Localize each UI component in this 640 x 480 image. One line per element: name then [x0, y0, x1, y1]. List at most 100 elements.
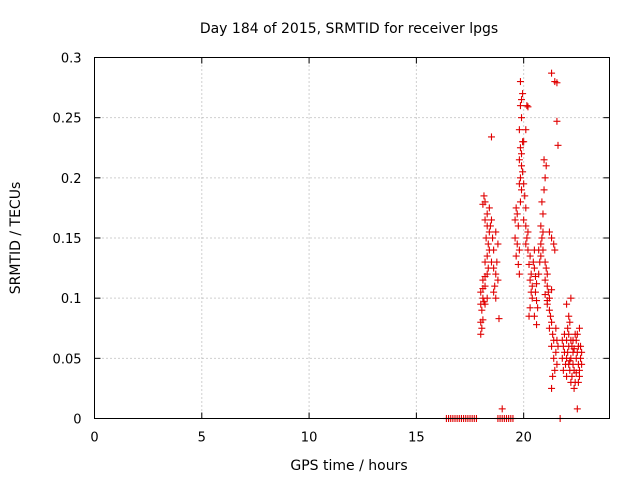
data-point [521, 192, 529, 200]
data-point [524, 246, 532, 254]
grid-lines [94, 57, 610, 419]
data-point [552, 324, 560, 332]
y-tick-label: 0.3 [61, 52, 82, 67]
data-point [549, 330, 557, 338]
data-point [563, 300, 571, 308]
data-point [537, 240, 545, 248]
data-point [481, 198, 489, 206]
data-point [554, 141, 562, 149]
data-point [491, 282, 499, 290]
data-point [515, 126, 523, 134]
data-point [514, 222, 522, 230]
x-tick-labels: 0 5 10 15 20 [90, 431, 532, 446]
data-point [574, 378, 582, 386]
data-point [529, 258, 537, 266]
data-point [511, 234, 519, 242]
data-point [548, 286, 556, 294]
data-point [518, 186, 526, 194]
data-point [540, 186, 548, 194]
y-axis-label: SRMTID / TECUs [8, 182, 24, 295]
data-point [538, 198, 546, 206]
data-point [522, 222, 530, 230]
data-point [485, 204, 493, 212]
data-point [541, 276, 549, 284]
data-point [516, 198, 524, 206]
data-point [563, 372, 571, 380]
data-point [535, 270, 543, 278]
data-point [577, 342, 585, 350]
data-point [559, 366, 567, 374]
data-point [515, 156, 523, 164]
data-point [527, 270, 535, 278]
data-point [493, 258, 501, 266]
data-point [577, 354, 585, 362]
data-point [481, 300, 489, 308]
y-tick-label: 0.15 [53, 232, 82, 247]
data-point [578, 348, 586, 356]
data-point [550, 354, 558, 362]
data-point [516, 78, 524, 86]
data-point [545, 324, 553, 332]
data-point [479, 276, 487, 284]
y-tick-label: 0.25 [53, 112, 82, 127]
data-point [553, 79, 561, 87]
data-point [530, 312, 538, 320]
data-point [540, 156, 548, 164]
x-axis-label: GPS time / hours [290, 458, 407, 474]
data-point [519, 168, 527, 176]
data-point [530, 264, 538, 272]
data-point [482, 234, 490, 242]
data-point [573, 405, 581, 413]
data-point [479, 316, 487, 324]
data-point [543, 270, 551, 278]
data-point [489, 234, 497, 242]
data-point [516, 174, 524, 182]
data-point [524, 228, 532, 236]
data-point [569, 336, 577, 344]
data-point [553, 117, 561, 125]
data-point [537, 222, 545, 230]
y-tick-label: 0 [73, 413, 81, 428]
data-point [551, 366, 559, 374]
data-point [542, 162, 550, 170]
data-point [518, 162, 526, 170]
data-point [494, 240, 502, 248]
data-point [526, 252, 534, 260]
data-point [492, 270, 500, 278]
data-point [483, 270, 491, 278]
data-point [490, 264, 498, 272]
x-tick-label: 5 [198, 431, 206, 446]
data-point [520, 180, 528, 188]
data-point [539, 210, 547, 218]
x-tick-label: 10 [301, 431, 318, 446]
data-point [487, 133, 495, 141]
data-point [565, 312, 573, 320]
data-point [570, 345, 578, 353]
plot-frame [94, 57, 610, 419]
data-point [481, 216, 489, 224]
data-point [514, 260, 522, 268]
data-point [520, 138, 528, 146]
data-point [486, 222, 494, 230]
data-point [539, 228, 547, 236]
data-point [484, 240, 492, 248]
data-point [526, 276, 534, 284]
data-point [533, 297, 541, 305]
data-point [477, 330, 485, 338]
data-point [515, 246, 523, 254]
data-point [478, 306, 486, 314]
data-point [542, 264, 550, 272]
y-tick-label: 0.2 [61, 172, 82, 187]
data-point [477, 288, 485, 296]
data-point [537, 252, 545, 260]
data-point [566, 357, 574, 365]
data-point [543, 282, 551, 290]
data-point [545, 228, 553, 236]
data-point [531, 288, 539, 296]
y-tick-labels: 0 0.05 0.1 0.15 0.2 0.25 0.3 [53, 52, 82, 428]
y-tick-label: 0.1 [61, 292, 82, 307]
data-point [516, 144, 524, 152]
data-point [485, 228, 493, 236]
data-point [520, 216, 528, 224]
